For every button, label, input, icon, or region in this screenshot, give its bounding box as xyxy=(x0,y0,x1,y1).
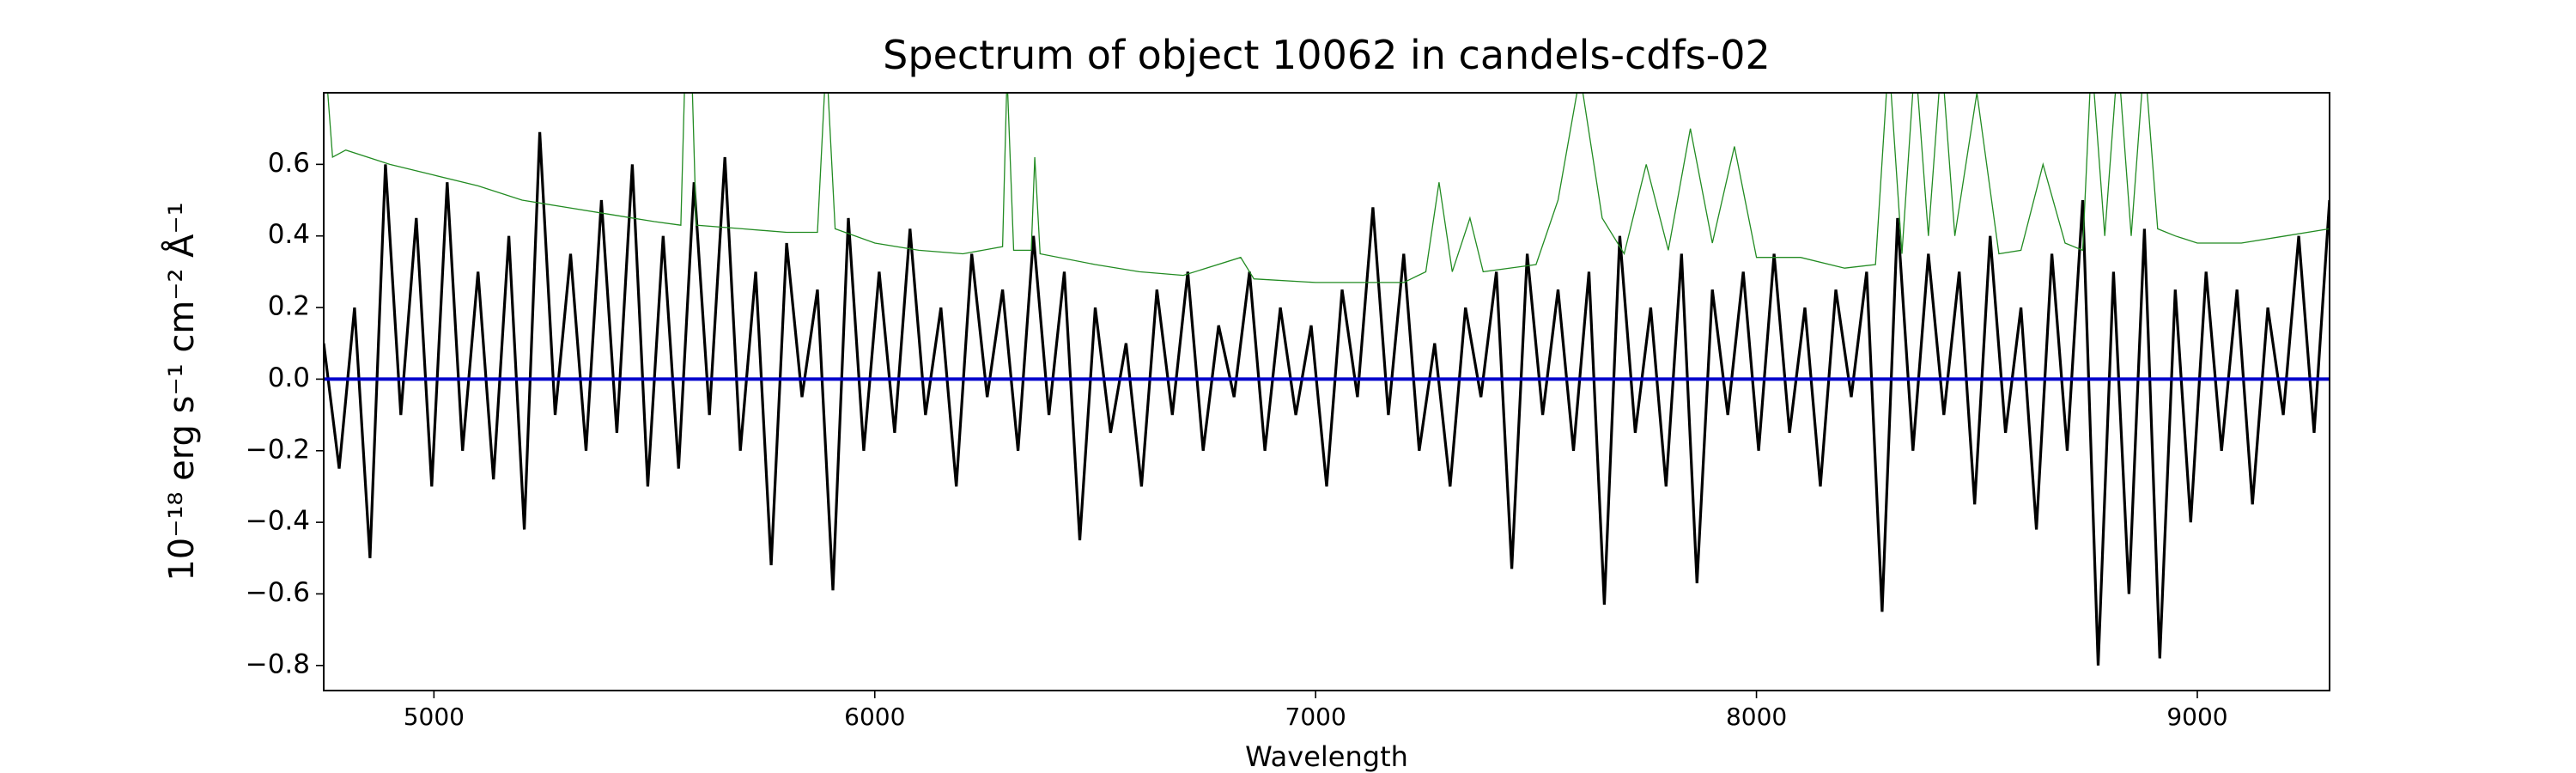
y-tick-label: 0.2 xyxy=(268,291,310,322)
spectrum-line xyxy=(327,93,2330,283)
y-tick-label: 0.4 xyxy=(268,219,310,250)
chart-title: Spectrum of object 10062 in candels-cdfs… xyxy=(883,32,1771,78)
x-tick-label: 6000 xyxy=(844,703,905,731)
y-tick-label: −0.6 xyxy=(246,577,310,608)
y-tick-label: −0.2 xyxy=(246,434,310,465)
axes-frame xyxy=(323,92,2330,691)
x-axis-label: Wavelength xyxy=(1245,740,1408,773)
y-axis-label: 10⁻¹⁸ erg s⁻¹ cm⁻² Å⁻¹ xyxy=(161,202,202,581)
y-tick-label: 0.0 xyxy=(268,362,310,393)
y-tick-label: −0.4 xyxy=(246,506,310,537)
x-tick-label: 7000 xyxy=(1285,703,1346,731)
x-tick-label: 5000 xyxy=(404,703,465,731)
spectrum-line xyxy=(324,131,2330,666)
y-tick-label: 0.6 xyxy=(268,148,310,179)
y-tick-label: −0.8 xyxy=(246,648,310,679)
plot-area xyxy=(324,93,2330,666)
x-tick-label: 8000 xyxy=(1726,703,1787,731)
x-tick-label: 9000 xyxy=(2166,703,2227,731)
